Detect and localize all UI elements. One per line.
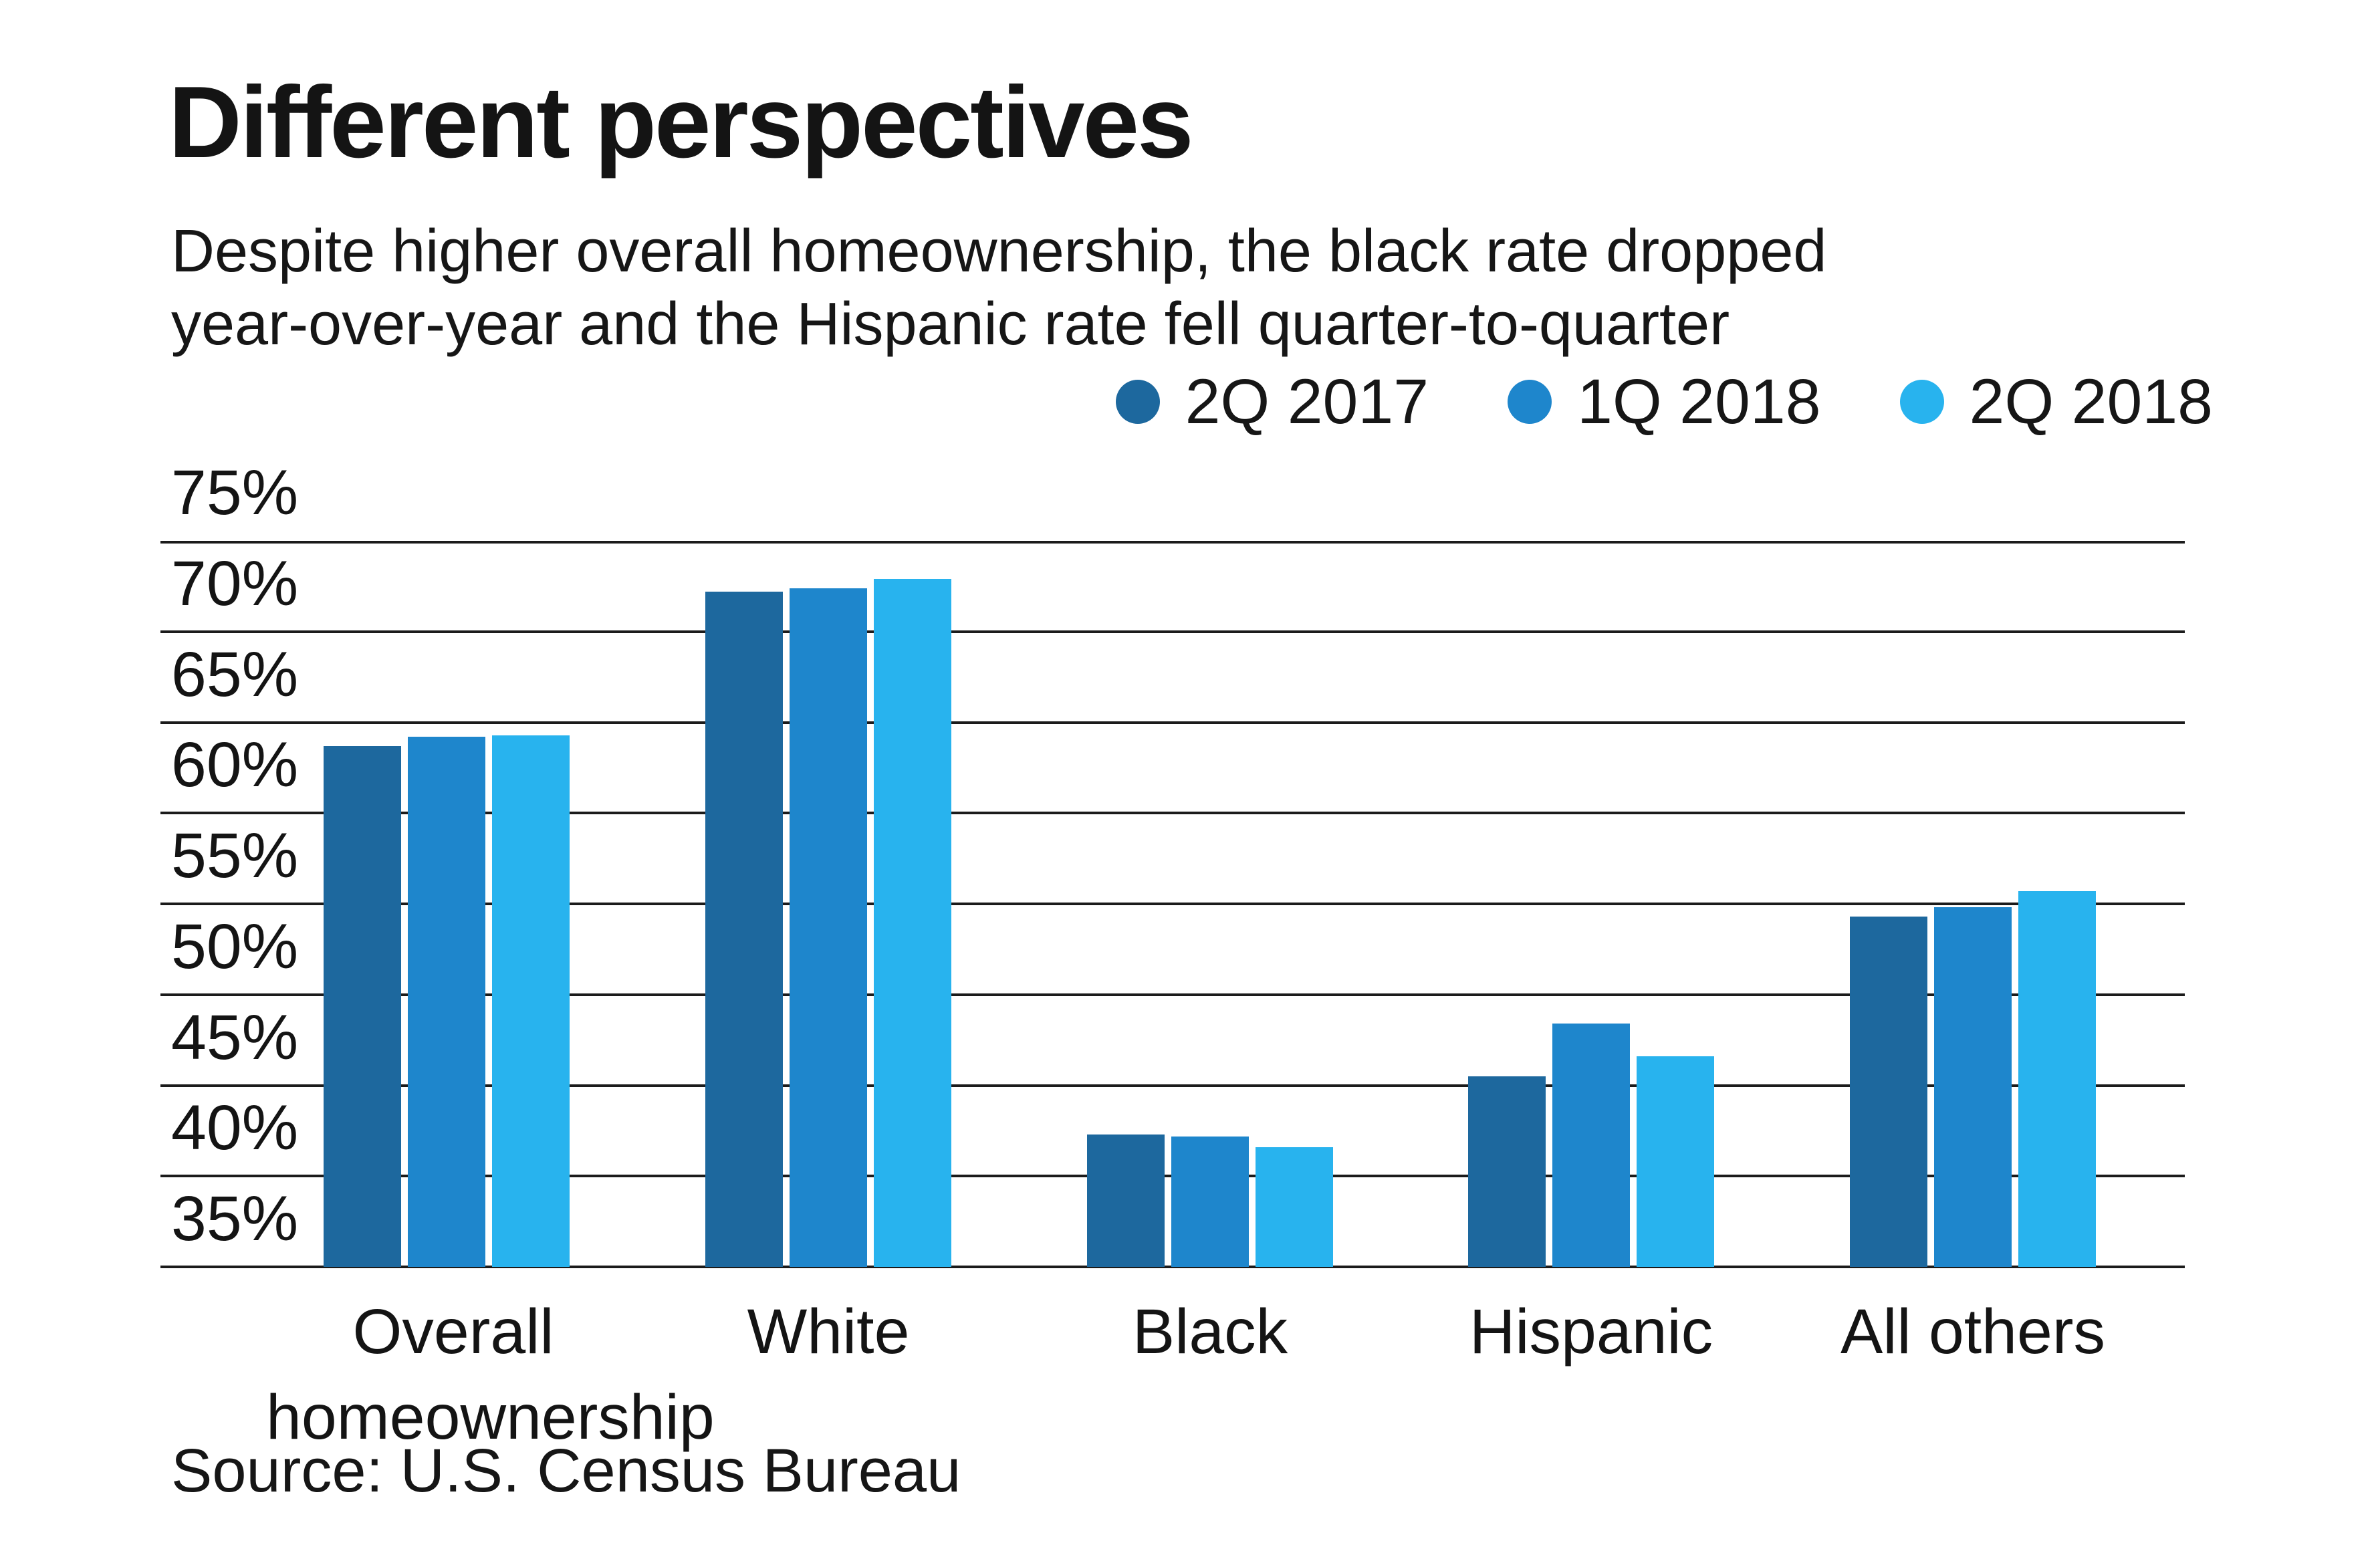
- y-tick-label: 40%: [171, 1092, 299, 1163]
- y-tick-label: 70%: [171, 548, 299, 619]
- y-tick-label: 75%: [171, 457, 299, 528]
- bar-hispanic-1q-2018: [1552, 1024, 1630, 1267]
- bar-hispanic-2q-2018: [1637, 1056, 1714, 1267]
- x-tick-label-black: Black: [1132, 1296, 1288, 1367]
- gridline-55: [160, 903, 2185, 905]
- legend-label: 1Q 2018: [1577, 366, 1821, 437]
- x-tick-label-all-others: All others: [1840, 1296, 2105, 1367]
- bar-black-2q-2018: [1256, 1147, 1333, 1267]
- x-tick-label-white: White: [747, 1296, 910, 1367]
- legend-dot-icon: [1508, 380, 1552, 424]
- chart-subtitle: Despite higher overall homeownership, th…: [171, 215, 2177, 361]
- chart-title: Different perspectives: [168, 66, 1194, 179]
- legend-dot-icon: [1899, 380, 1944, 424]
- source-note: Source: U.S. Census Bureau: [171, 1437, 961, 1505]
- bar-overall-homeownership-1q-2018: [408, 737, 485, 1267]
- bar-white-1q-2018: [790, 588, 867, 1267]
- bar-all-others-2q-2017: [1850, 917, 1927, 1267]
- y-tick-label: 50%: [171, 911, 299, 982]
- bar-black-2q-2017: [1087, 1135, 1165, 1267]
- gridline-45: [160, 1084, 2185, 1087]
- y-tick-label: 35%: [171, 1183, 299, 1254]
- y-tick-label: 45%: [171, 1002, 299, 1073]
- bar-hispanic-2q-2017: [1468, 1076, 1546, 1267]
- chart-subtitle-line2: year-over-year and the Hispanic rate fel…: [171, 290, 1730, 358]
- bar-white-2q-2018: [874, 579, 951, 1267]
- x-tick-label-hispanic: Hispanic: [1469, 1296, 1713, 1367]
- bar-overall-homeownership-2q-2017: [324, 746, 401, 1267]
- y-tick-label: 60%: [171, 729, 299, 800]
- gridline-70: [160, 630, 2185, 633]
- bar-white-2q-2017: [705, 592, 783, 1267]
- y-tick-label: 55%: [171, 820, 299, 891]
- gridline-35: [160, 1266, 2185, 1268]
- legend-item-2q-2018: 2Q 2018: [1899, 366, 2213, 439]
- y-tick-label: 65%: [171, 639, 299, 710]
- legend-dot-icon: [1115, 380, 1160, 424]
- x-tick-label-overall-homeownership: Overall homeownership: [266, 1296, 715, 1453]
- legend-item-1q-2018: 1Q 2018: [1508, 366, 1821, 439]
- bar-black-1q-2018: [1171, 1137, 1249, 1267]
- legend-item-2q-2017: 2Q 2017: [1115, 366, 1429, 439]
- bar-overall-homeownership-2q-2018: [492, 735, 570, 1267]
- legend-label: 2Q 2017: [1185, 366, 1429, 437]
- legend-label: 2Q 2018: [1969, 366, 2213, 437]
- bar-all-others-1q-2018: [1934, 907, 2012, 1267]
- gridline-50: [160, 993, 2185, 996]
- bar-all-others-2q-2018: [2018, 891, 2096, 1267]
- gridline-65: [160, 721, 2185, 724]
- gridline-60: [160, 812, 2185, 814]
- legend: 2Q 2017 1Q 2018 2Q 2018: [1115, 364, 2213, 439]
- plot-area: 75% 70% 65% 60% 55% 50% 45% 40% 35%: [160, 459, 2185, 1268]
- chart-subtitle-line1: Despite higher overall homeownership, th…: [171, 218, 1827, 285]
- gridline-75: [160, 541, 2185, 544]
